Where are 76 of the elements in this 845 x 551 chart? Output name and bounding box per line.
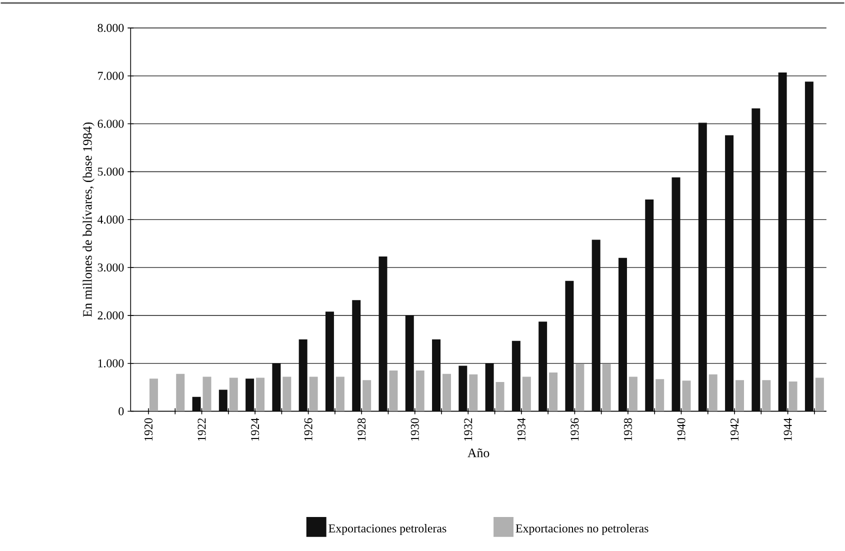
y-tick-label: 3.000 xyxy=(98,263,124,272)
legend-label: Exportaciones petroleras xyxy=(328,524,446,535)
bar xyxy=(522,376,531,412)
bar xyxy=(469,374,478,412)
bar xyxy=(442,374,451,412)
x-tick-label: 1926 xyxy=(304,418,312,441)
bar xyxy=(618,258,627,412)
x-tick-label: 1942 xyxy=(730,418,739,441)
y-tick-label: 4.000 xyxy=(98,216,124,224)
bar xyxy=(804,82,814,412)
y-axis-title: En millones de bolívares, (base 1984) xyxy=(82,122,94,317)
bar xyxy=(778,72,787,412)
bar xyxy=(485,363,494,412)
bar xyxy=(512,340,520,412)
x-tick-label: 1924 xyxy=(251,418,260,441)
bar xyxy=(645,199,654,412)
y-tick-label: 0 xyxy=(118,407,124,416)
bar xyxy=(682,380,691,412)
y-tick-label: 1.000 xyxy=(98,359,124,368)
bar xyxy=(246,378,254,412)
bar xyxy=(192,396,201,412)
bar xyxy=(416,370,424,412)
x-tick-label: 1928 xyxy=(358,418,366,441)
bar xyxy=(362,380,372,412)
bar xyxy=(298,339,308,412)
bar xyxy=(698,122,707,412)
bar xyxy=(496,382,504,412)
bar xyxy=(282,376,292,412)
x-tick-label: 1944 xyxy=(784,418,792,441)
bar xyxy=(602,364,611,412)
y-tick-label: 7.000 xyxy=(98,72,124,80)
bar xyxy=(309,376,318,412)
y-tick-label: 2.000 xyxy=(98,311,124,320)
bar xyxy=(592,240,600,412)
bar xyxy=(736,380,744,412)
bar xyxy=(405,315,414,412)
bar xyxy=(378,256,388,412)
y-tick-label: 8.000 xyxy=(98,24,124,32)
bar xyxy=(229,378,238,412)
bar xyxy=(815,378,824,412)
bar xyxy=(752,108,760,412)
x-tick-label: 1922 xyxy=(198,418,206,441)
bar xyxy=(458,366,468,412)
x-tick-label: 1938 xyxy=(624,418,632,441)
x-axis-title: Año xyxy=(468,448,490,458)
bar xyxy=(656,379,664,412)
bar xyxy=(788,382,798,412)
bar xyxy=(352,300,361,412)
bar xyxy=(325,312,334,412)
y-tick-label: 6.000 xyxy=(98,120,124,128)
bar xyxy=(538,322,548,412)
bar xyxy=(149,378,158,412)
x-tick-label: 1936 xyxy=(570,418,579,441)
bar xyxy=(725,135,734,412)
bar xyxy=(336,376,344,412)
bar xyxy=(672,177,680,412)
bar xyxy=(176,374,185,412)
legend-label: Exportaciones no petroleras xyxy=(516,524,648,535)
bar xyxy=(272,363,281,412)
x-tick-label: 1920 xyxy=(144,418,153,441)
bar xyxy=(549,372,558,412)
bar xyxy=(389,370,398,412)
bar xyxy=(218,390,228,412)
bar xyxy=(576,364,584,412)
x-tick-label: 1934 xyxy=(517,418,526,441)
bar xyxy=(202,376,212,412)
bar xyxy=(565,280,574,412)
x-tick-label: 1932 xyxy=(464,418,472,441)
x-tick-label: 1930 xyxy=(410,418,419,441)
x-tick-label: 1940 xyxy=(677,418,686,441)
bar xyxy=(432,339,441,412)
bar xyxy=(762,380,771,412)
bar xyxy=(256,378,265,412)
y-tick-label: 5.000 xyxy=(98,168,124,176)
bar xyxy=(708,374,718,412)
bar xyxy=(628,376,638,412)
